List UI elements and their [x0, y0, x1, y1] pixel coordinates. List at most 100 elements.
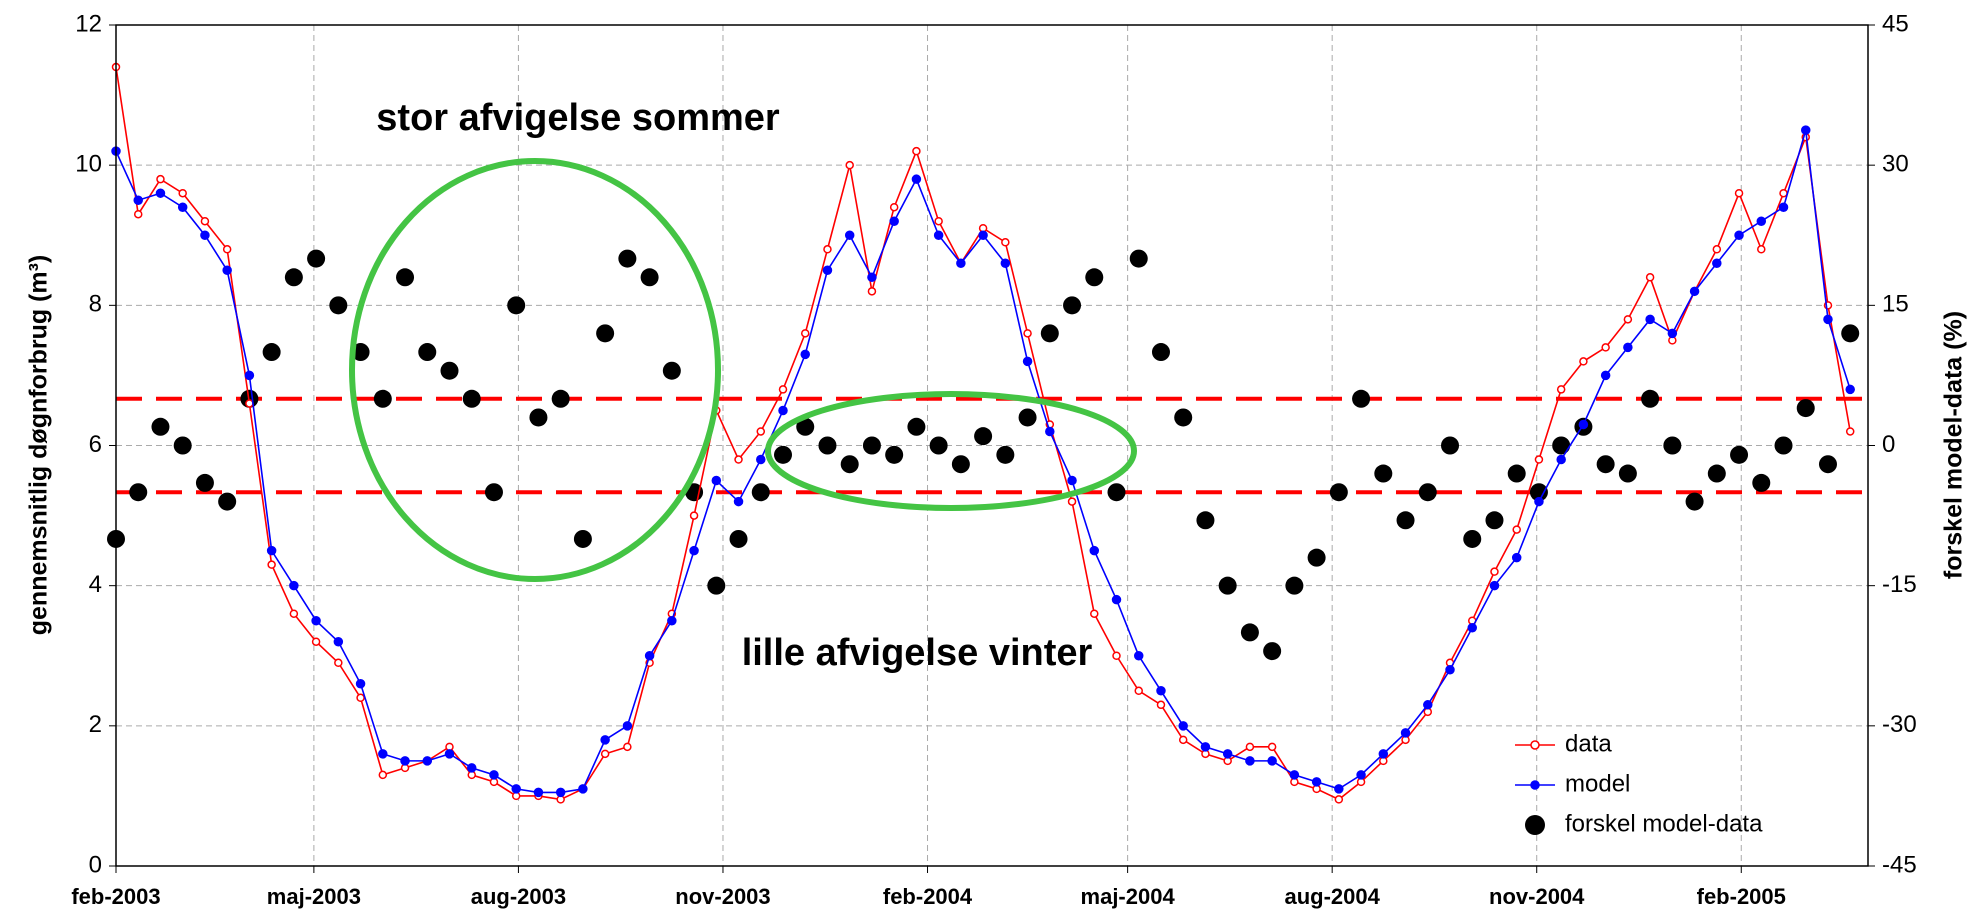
line-marker — [778, 385, 788, 394]
x-tick-label: aug-2004 — [1284, 884, 1380, 909]
line-marker — [400, 756, 410, 766]
legend-label: data — [1565, 730, 1612, 757]
line-marker — [1757, 245, 1766, 254]
scatter-point — [440, 361, 459, 380]
line-marker — [867, 287, 877, 296]
line-marker — [1067, 497, 1077, 506]
scatter-point — [1485, 511, 1504, 530]
line-marker — [1111, 594, 1122, 605]
line-marker — [1245, 742, 1255, 752]
line-marker — [222, 265, 232, 276]
y2-axis-title: forskel model-data (%) — [1940, 311, 1968, 579]
line-marker — [1023, 329, 1032, 338]
line-marker — [1001, 238, 1010, 247]
highlight-ellipse — [765, 391, 1137, 511]
line-marker — [155, 188, 166, 198]
scatter-point — [284, 268, 303, 287]
x-tick-label: aug-2003 — [471, 884, 566, 909]
line-marker — [1579, 357, 1588, 366]
scatter-point — [1507, 464, 1526, 483]
line-marker — [1133, 651, 1144, 661]
line-marker — [667, 615, 677, 626]
line-marker — [1334, 795, 1344, 804]
legend-marker — [1530, 740, 1540, 750]
scatter-point — [218, 492, 237, 511]
line-marker — [1067, 475, 1077, 486]
y2-tick-label: 15 — [1882, 291, 1909, 318]
y-tick-label: 10 — [75, 151, 102, 178]
scatter-point — [1596, 455, 1615, 474]
line-marker — [289, 580, 299, 591]
scatter-point — [929, 436, 948, 455]
line-marker — [1378, 749, 1389, 759]
line-marker — [1245, 756, 1255, 766]
scatter-point — [1441, 436, 1460, 455]
scatter-point — [1529, 483, 1548, 502]
line-marker — [622, 721, 633, 731]
line-marker — [356, 693, 365, 703]
scatter-point — [1618, 464, 1637, 483]
line-marker — [267, 560, 276, 569]
scatter-point — [1463, 529, 1482, 548]
line-marker — [933, 230, 944, 240]
line-marker — [978, 230, 988, 240]
scatter-point — [618, 249, 637, 268]
line-marker — [844, 230, 855, 240]
line-marker — [578, 784, 588, 794]
line-marker — [378, 749, 388, 759]
line-marker — [1623, 342, 1633, 353]
scatter-point — [1285, 576, 1304, 595]
scatter-point — [1196, 511, 1215, 530]
line-marker — [1734, 230, 1744, 240]
scatter-point — [307, 249, 326, 268]
y2-tick-label: -15 — [1882, 571, 1917, 598]
x-tick-label: nov-2004 — [1489, 884, 1585, 909]
scatter-point — [951, 455, 970, 474]
line-marker — [778, 405, 788, 416]
scatter-point — [1730, 445, 1749, 464]
line-marker — [1467, 622, 1477, 633]
line-marker — [1423, 700, 1433, 710]
scatter-point — [640, 268, 659, 287]
scatter-point — [1329, 483, 1348, 502]
x-tick-label: maj-2003 — [267, 884, 361, 909]
annotation: lille afvigelse vinter — [742, 632, 1093, 674]
line-marker — [867, 272, 877, 283]
scatter-point — [862, 436, 881, 455]
line-marker — [1134, 686, 1143, 696]
scatter-point — [1063, 296, 1082, 315]
line-marker — [1090, 609, 1099, 618]
line-marker — [1289, 770, 1300, 780]
line-marker — [1089, 545, 1100, 556]
scatter-point — [1174, 408, 1193, 427]
line-marker — [200, 230, 210, 240]
highlight-ellipse — [349, 158, 721, 582]
line-marker — [1045, 426, 1055, 437]
line-marker — [1112, 651, 1121, 660]
line-marker — [1645, 314, 1655, 325]
line-marker — [311, 615, 321, 626]
line-marker — [133, 195, 143, 205]
scatter-point — [507, 296, 526, 315]
y-tick-label: 0 — [89, 851, 102, 878]
line-marker — [889, 216, 899, 226]
y2-tick-label: 30 — [1882, 151, 1909, 178]
line-marker — [444, 749, 455, 759]
y-tick-label: 8 — [89, 291, 102, 318]
line-marker — [1578, 419, 1589, 430]
line-marker — [156, 174, 165, 184]
line-marker — [1000, 258, 1011, 269]
line-marker — [822, 265, 833, 276]
line-marker — [1779, 188, 1788, 198]
line-marker — [1667, 328, 1678, 339]
line-marker — [956, 258, 966, 269]
line-marker — [1490, 567, 1499, 576]
scatter-point — [1641, 389, 1660, 408]
line-marker — [1600, 370, 1611, 381]
line-marker — [244, 370, 255, 381]
scatter-point — [751, 483, 770, 502]
line-marker — [644, 651, 655, 661]
line-marker — [711, 475, 722, 486]
x-tick-label: maj-2004 — [1081, 884, 1176, 909]
legend-marker — [1530, 780, 1540, 790]
